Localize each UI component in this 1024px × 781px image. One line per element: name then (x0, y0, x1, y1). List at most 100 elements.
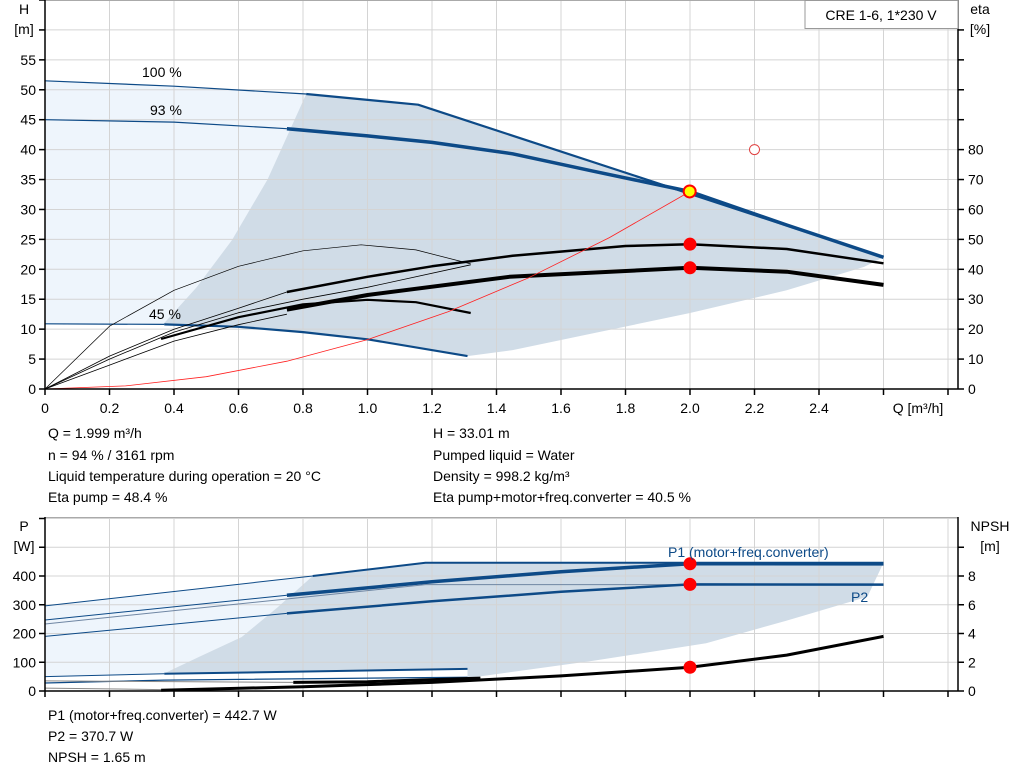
eta-axis-unit: [%] (970, 21, 990, 37)
info-eta-total: Eta pump+motor+freq.converter = 40.5 % (433, 489, 691, 505)
curve-eta (44, 264, 471, 390)
left-axis-tick-label: 40 (20, 142, 36, 158)
left-axis-tick-label: 45 (20, 112, 36, 128)
left-axis-tick-label: 25 (20, 231, 36, 247)
curve-npsh (161, 634, 884, 692)
bottom-grid (44, 517, 958, 692)
x-axis-tick-label: 2.0 (680, 400, 700, 416)
bottom-markers (683, 557, 697, 674)
left-axis-tick-label: 0 (28, 381, 36, 397)
info-q: Q = 1.999 m³/h (48, 425, 142, 441)
operating-point-marker (683, 660, 697, 674)
top-curves (44, 80, 885, 390)
curve-eta (44, 313, 287, 390)
operating-region (45, 576, 313, 677)
right-axis-tick-label: 50 (968, 231, 984, 247)
curve-p (44, 676, 468, 684)
right-axis-tick-label: 6 (968, 597, 976, 613)
p-axis-label: P (19, 518, 28, 534)
right-axis-tick-label: 2 (968, 654, 976, 670)
p-axis-unit: [W] (14, 538, 35, 554)
x-axis-tick-label: 2.4 (809, 400, 829, 416)
top-operating-regions (45, 80, 884, 357)
left-axis-tick-label: 10 (20, 321, 36, 337)
x-axis-tick-label: 2.2 (745, 400, 765, 416)
operating-region (163, 562, 884, 679)
chart-title: CRE 1-6, 1*230 V (825, 7, 937, 23)
curve-p (286, 583, 884, 615)
curve-p (44, 673, 165, 678)
right-axis-tick-label: 60 (968, 201, 984, 217)
right-axis-tick-label: 70 (968, 172, 984, 188)
info-p2: P2 = 370.7 W (48, 728, 134, 744)
curve-eta (160, 298, 471, 341)
curve-h (44, 323, 165, 325)
curve-h (44, 191, 691, 390)
left-axis-tick-label: 400 (13, 568, 37, 584)
curve-p (44, 575, 313, 607)
bottom-curves (44, 561, 884, 692)
operating-point-marker (683, 237, 697, 251)
x-axis-tick-label: 1.6 (551, 400, 571, 416)
right-axis-tick-label: 80 (968, 142, 984, 158)
speed-label-45: 45 % (149, 306, 181, 322)
right-axis-tick-label: 8 (968, 568, 976, 584)
curve-eta (286, 242, 884, 294)
curve-p (286, 561, 884, 598)
curve-p (44, 594, 287, 621)
p2-curve-label: P2 (851, 589, 868, 605)
info-liquid: Pumped liquid = Water (433, 447, 575, 463)
axes: 0510152025303540455055010203040506070800… (13, 0, 984, 699)
left-axis-tick-label: 50 (20, 82, 36, 98)
x-axis-tick-label: 1.2 (422, 400, 442, 416)
x-axis-tick-label: 0.4 (164, 400, 184, 416)
x-axis-tick-label: 0.2 (100, 400, 120, 416)
right-axis-tick-label: 0 (968, 381, 976, 397)
operating-region (45, 80, 307, 325)
left-axis-tick-label: 35 (20, 172, 36, 188)
q-axis-label: Q [m³/h] (893, 400, 944, 416)
info-eta-pump: Eta pump = 48.4 % (48, 489, 168, 505)
x-axis-tick-label: 1.8 (616, 400, 636, 416)
eta-axis-label: eta (970, 1, 990, 17)
left-axis-tick-label: 30 (20, 201, 36, 217)
curve-eta (286, 265, 884, 312)
npsh-axis-unit: [m] (980, 538, 999, 554)
operating-point-marker (683, 557, 697, 571)
left-axis-tick-label: 200 (13, 626, 37, 642)
left-axis-tick-label: 15 (20, 291, 36, 307)
operating-point-marker (682, 184, 697, 199)
curve-h (164, 323, 468, 358)
info-temperature: Liquid temperature during operation = 20… (48, 468, 321, 484)
x-axis-tick-label: 1.0 (358, 400, 378, 416)
x-axis-tick-label: 0.8 (293, 400, 313, 416)
left-axis-tick-label: 5 (28, 351, 36, 367)
curve-npsh (44, 687, 162, 691)
left-axis-tick-label: 0 (28, 683, 36, 699)
info-h: H = 33.01 m (433, 425, 510, 441)
info-speed: n = 94 % / 3161 rpm (48, 447, 175, 463)
h-axis-label: H (19, 1, 29, 17)
operating-point-marker (683, 261, 697, 275)
curve-h (44, 80, 307, 95)
right-axis-tick-label: 20 (968, 321, 984, 337)
h-axis-unit: [m] (14, 21, 33, 37)
operating-region (163, 94, 884, 357)
curve-npsh (293, 676, 481, 684)
p1-curve-label: P1 (motor+freq.converter) (668, 544, 829, 560)
curve-h (286, 126, 885, 259)
operating-point-marker (749, 144, 760, 156)
info-npsh: NPSH = 1.65 m (48, 749, 146, 765)
left-axis-tick-label: 55 (20, 52, 36, 68)
npsh-axis-label: NPSH (971, 518, 1010, 534)
left-axis-tick-label: 100 (13, 654, 37, 670)
curve-eta (44, 291, 288, 390)
curve-eta (44, 244, 471, 390)
info-density: Density = 998.2 kg/m³ (433, 468, 570, 484)
x-axis-tick-label: 0 (41, 400, 49, 416)
operating-point-marker (683, 577, 697, 591)
right-axis-tick-label: 4 (968, 626, 976, 642)
speed-label-93: 93 % (150, 102, 182, 118)
right-axis-tick-label: 40 (968, 261, 984, 277)
